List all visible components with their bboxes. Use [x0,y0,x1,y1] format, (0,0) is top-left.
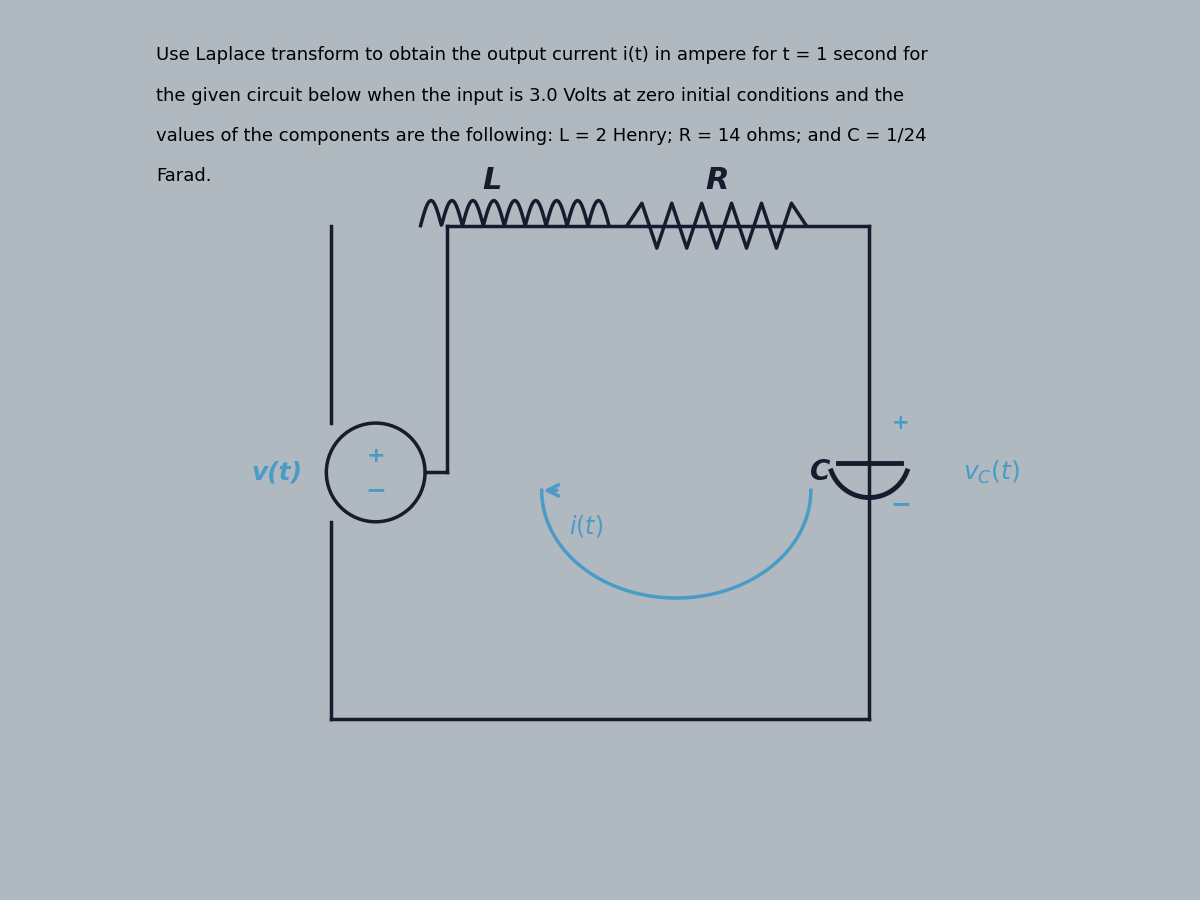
Text: $i(t)$: $i(t)$ [570,513,604,539]
Text: the given circuit below when the input is 3.0 Volts at zero initial conditions a: the given circuit below when the input i… [156,86,904,104]
Text: Farad.: Farad. [156,167,211,185]
Text: −: − [365,479,386,502]
Text: +: + [892,413,910,433]
Text: v(t): v(t) [252,461,302,484]
Text: $v_C(t)$: $v_C(t)$ [964,459,1020,486]
Text: values of the components are the following: L = 2 Henry; R = 14 ohms; and C = 1/: values of the components are the followi… [156,127,926,145]
Text: L: L [482,166,502,195]
Text: C: C [810,458,830,486]
Text: +: + [366,446,385,466]
Text: −: − [890,491,911,516]
Text: Use Laplace transform to obtain the output current i(t) in ampere for t = 1 seco: Use Laplace transform to obtain the outp… [156,46,928,64]
Text: R: R [704,166,728,195]
